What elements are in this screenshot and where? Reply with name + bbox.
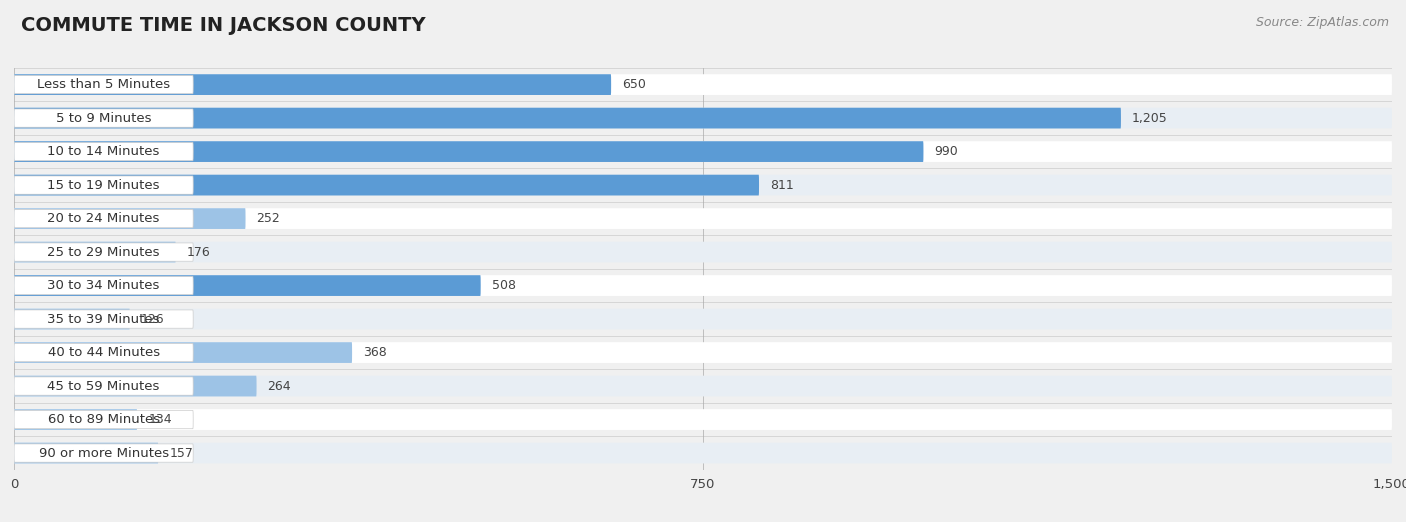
Text: 126: 126 — [141, 313, 165, 326]
Text: 811: 811 — [770, 179, 794, 192]
FancyBboxPatch shape — [14, 74, 612, 95]
FancyBboxPatch shape — [14, 208, 246, 229]
FancyBboxPatch shape — [14, 175, 759, 195]
FancyBboxPatch shape — [14, 443, 159, 464]
FancyBboxPatch shape — [14, 409, 1392, 430]
Text: 10 to 14 Minutes: 10 to 14 Minutes — [48, 145, 160, 158]
Text: 40 to 44 Minutes: 40 to 44 Minutes — [48, 346, 160, 359]
FancyBboxPatch shape — [14, 76, 193, 94]
FancyBboxPatch shape — [14, 275, 481, 296]
FancyBboxPatch shape — [14, 243, 193, 261]
Text: 176: 176 — [187, 245, 211, 258]
Text: 508: 508 — [492, 279, 516, 292]
Text: 264: 264 — [267, 379, 291, 393]
Text: 15 to 19 Minutes: 15 to 19 Minutes — [48, 179, 160, 192]
Text: 20 to 24 Minutes: 20 to 24 Minutes — [48, 212, 160, 225]
Text: 134: 134 — [148, 413, 172, 426]
FancyBboxPatch shape — [14, 277, 193, 295]
FancyBboxPatch shape — [14, 209, 193, 228]
FancyBboxPatch shape — [14, 376, 1392, 396]
FancyBboxPatch shape — [14, 74, 1392, 95]
FancyBboxPatch shape — [14, 343, 193, 362]
FancyBboxPatch shape — [14, 275, 1392, 296]
Text: Source: ZipAtlas.com: Source: ZipAtlas.com — [1256, 16, 1389, 29]
Text: 60 to 89 Minutes: 60 to 89 Minutes — [48, 413, 160, 426]
FancyBboxPatch shape — [14, 108, 1121, 128]
Text: 45 to 59 Minutes: 45 to 59 Minutes — [48, 379, 160, 393]
Text: 30 to 34 Minutes: 30 to 34 Minutes — [48, 279, 160, 292]
Text: 25 to 29 Minutes: 25 to 29 Minutes — [48, 245, 160, 258]
FancyBboxPatch shape — [14, 342, 352, 363]
FancyBboxPatch shape — [14, 242, 176, 263]
FancyBboxPatch shape — [14, 141, 1392, 162]
FancyBboxPatch shape — [14, 376, 256, 396]
FancyBboxPatch shape — [14, 443, 1392, 464]
Text: Less than 5 Minutes: Less than 5 Minutes — [37, 78, 170, 91]
FancyBboxPatch shape — [14, 409, 138, 430]
Text: 90 or more Minutes: 90 or more Minutes — [38, 446, 169, 459]
FancyBboxPatch shape — [14, 309, 129, 329]
FancyBboxPatch shape — [14, 176, 193, 194]
Text: 252: 252 — [256, 212, 280, 225]
FancyBboxPatch shape — [14, 309, 1392, 329]
FancyBboxPatch shape — [14, 175, 1392, 195]
Text: 157: 157 — [169, 446, 193, 459]
FancyBboxPatch shape — [14, 310, 193, 328]
FancyBboxPatch shape — [14, 208, 1392, 229]
FancyBboxPatch shape — [14, 342, 1392, 363]
Text: 650: 650 — [623, 78, 645, 91]
FancyBboxPatch shape — [14, 143, 193, 161]
Text: 5 to 9 Minutes: 5 to 9 Minutes — [56, 112, 152, 125]
Text: 1,205: 1,205 — [1132, 112, 1168, 125]
FancyBboxPatch shape — [14, 109, 193, 127]
Text: 368: 368 — [363, 346, 387, 359]
Text: COMMUTE TIME IN JACKSON COUNTY: COMMUTE TIME IN JACKSON COUNTY — [21, 16, 426, 34]
FancyBboxPatch shape — [14, 141, 924, 162]
FancyBboxPatch shape — [14, 410, 193, 429]
Text: 35 to 39 Minutes: 35 to 39 Minutes — [48, 313, 160, 326]
FancyBboxPatch shape — [14, 242, 1392, 263]
FancyBboxPatch shape — [14, 108, 1392, 128]
Text: 990: 990 — [935, 145, 959, 158]
FancyBboxPatch shape — [14, 444, 193, 462]
FancyBboxPatch shape — [14, 377, 193, 395]
